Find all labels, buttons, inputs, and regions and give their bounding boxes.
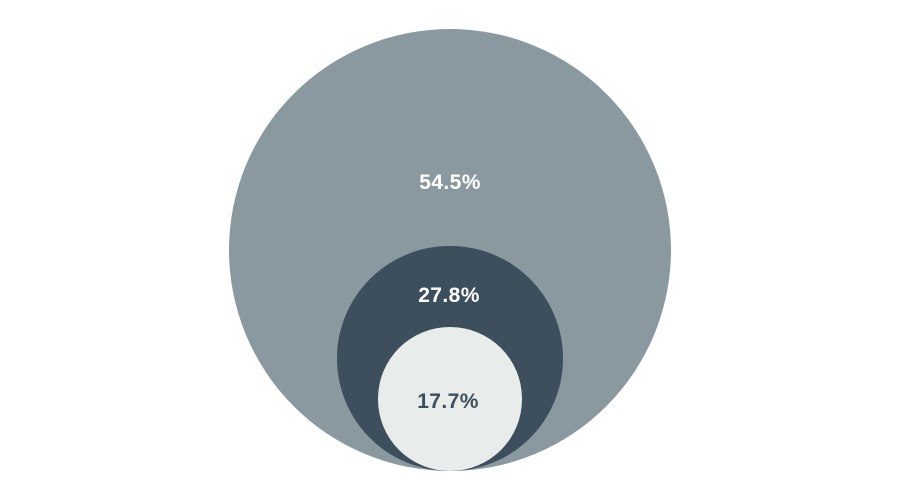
circle-segment-small[interactable] <box>378 327 522 471</box>
value-label-large: 54.5% <box>419 171 481 194</box>
value-label-small: 17.7% <box>417 390 479 413</box>
value-label-medium: 27.8% <box>418 284 480 307</box>
